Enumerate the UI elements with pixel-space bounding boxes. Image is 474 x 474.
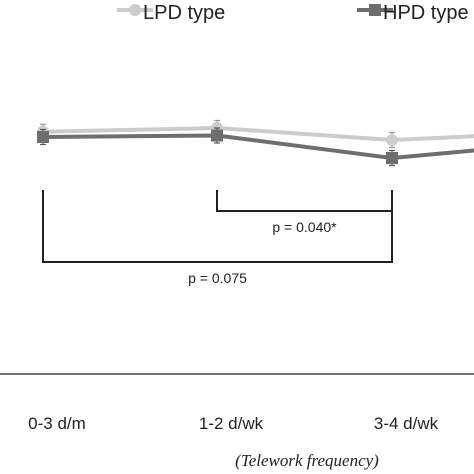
series-line-2 (42, 133, 474, 160)
x-tick-labels: 0-3 d/m 1-2 d/wk 3-4 d/wk (28, 414, 438, 433)
legend-label-2: HPD type (383, 2, 469, 24)
bracket-label-1: p = 0.040* (272, 219, 337, 235)
bracket-label-2: p = 0.075 (188, 270, 247, 286)
x-tick-label-2: 1-2 d/wk (199, 414, 264, 433)
series-layer (37, 119, 474, 167)
series-line-1 (42, 126, 474, 142)
legend: LPD type HPD type (117, 2, 469, 24)
legend-marker-1 (129, 4, 141, 16)
x-tick-label-3: 3-4 d/wk (374, 414, 439, 433)
point-2-1 (37, 131, 49, 143)
point-2-3 (386, 152, 398, 164)
legend-marker-2 (369, 4, 381, 16)
x-axis-label: (Telework frequency) (235, 451, 379, 470)
bracket-2 (42, 190, 393, 263)
legend-label-1: LPD type (143, 2, 225, 24)
point-2-2 (211, 129, 223, 142)
bracket-1 (216, 190, 393, 212)
x-tick-label-1: 0-3 d/m (28, 414, 86, 433)
point-1-3 (386, 134, 398, 146)
significance-brackets: p = 0.040* p = 0.075 (42, 190, 393, 286)
